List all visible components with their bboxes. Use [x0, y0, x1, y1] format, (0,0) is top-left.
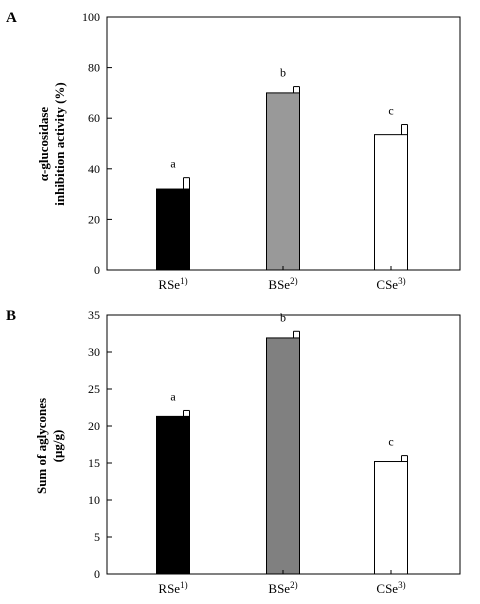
panel-a-y-tick-label: 40: [88, 162, 100, 176]
panel-a-x-tick-label: RSe1): [158, 276, 187, 292]
panel-b-y-tick-label: 30: [88, 345, 100, 359]
panel-b-y-tick-label: 5: [94, 530, 100, 544]
panel-b-x-tick-label: CSe3): [376, 580, 405, 596]
panel-b-y-tick-label: 35: [88, 308, 100, 322]
panel-b-bar-bse: [266, 337, 300, 575]
panel-b-significance-label: c: [388, 435, 393, 449]
panel-b-x-tick-label: BSe2): [268, 580, 297, 596]
panel-b-label: B: [6, 308, 16, 324]
panel-a-y-tick-label: 80: [88, 61, 100, 75]
panel-a-significance-label: a: [170, 157, 176, 171]
panel-b-x-tick-label: RSe1): [158, 580, 187, 596]
panel-b-y-tick-label: 15: [88, 456, 100, 470]
panel-a-x-tick-label: BSe2): [268, 276, 297, 292]
panel-a-y-tick-label: 60: [88, 111, 100, 125]
panel-a: A α-glucosidase inhibition activity (%) …: [6, 10, 461, 292]
panel-a-bar-bse: [266, 92, 300, 271]
panel-b-y-tick-label: 20: [88, 419, 100, 433]
panel-a-bar-rse: [156, 188, 190, 271]
panel-a-bar-cse: [374, 134, 408, 271]
panel-a-x-tick-label: CSe3): [376, 276, 405, 292]
panel-a-y-axis-label: α-glucosidase inhibition activity (%): [36, 82, 67, 206]
panel-a-y-tick-label: 0: [94, 263, 100, 277]
panel-b-y-axis-label-line2: (μg/g): [50, 430, 65, 463]
panel-b-significance-label: b: [280, 310, 286, 324]
panel-b-bar-cse: [374, 461, 408, 575]
panel-b-significance-label: a: [170, 389, 176, 403]
panel-b-y-tick-label: 25: [88, 382, 100, 396]
panel-b-y-tick-label: 10: [88, 493, 100, 507]
panel-a-significance-label: b: [280, 66, 286, 80]
panel-a-y-axis-label-line2: inhibition activity (%): [52, 82, 67, 206]
panel-b-y-axis-label: Sum of aglycones (μg/g): [34, 398, 65, 494]
panel-b-y-tick-label: 0: [94, 567, 100, 581]
panel-b-bar-rse: [156, 415, 190, 575]
panel-a-significance-label: c: [388, 104, 393, 118]
panel-a-y-axis-label-line1: α-glucosidase: [36, 107, 51, 182]
panel-b: B Sum of aglycones (μg/g) 0 5 10 15 20 25 30 35…: [6, 308, 461, 596]
panel-a-y-tick-label: 100: [82, 10, 100, 24]
panel-a-label: A: [6, 10, 17, 26]
panel-a-y-tick-label: 20: [88, 212, 100, 226]
panel-b-y-axis-label-line1: Sum of aglycones: [34, 398, 49, 494]
